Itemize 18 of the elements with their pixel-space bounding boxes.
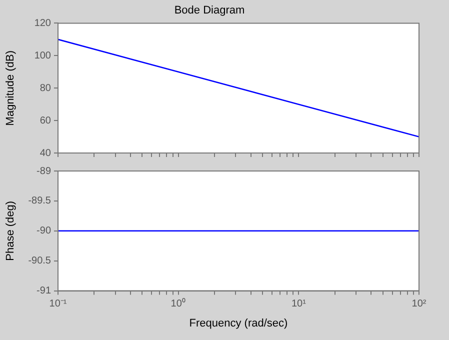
y-tick-label: -90.5 (28, 256, 52, 267)
y-tick-label: 100 (34, 50, 52, 62)
y-tick-label: -91 (36, 286, 52, 297)
y-tick-label: -89 (36, 166, 52, 177)
y-tick-label: -89.5 (28, 196, 52, 207)
y-tick-label: 40 (40, 148, 52, 159)
y-axis-title: Phase (deg) (4, 200, 17, 261)
y-tick-label: 120 (34, 18, 52, 29)
y-tick-label: -90 (36, 226, 52, 237)
x-tick-label: 10¹ (291, 298, 307, 310)
x-tick-label: 10² (412, 298, 427, 310)
x-tick-label: 10⁰ (170, 298, 186, 310)
x-axis-title: Frequency (rad/sec) (189, 317, 288, 330)
x-tick-label: 10⁻¹ (49, 298, 68, 310)
chart-title: Bode Diagram (174, 4, 245, 17)
y-axis-title: Magnitude (dB) (4, 50, 17, 126)
y-tick-label: 60 (40, 115, 52, 126)
y-tick-label: 80 (40, 82, 52, 94)
